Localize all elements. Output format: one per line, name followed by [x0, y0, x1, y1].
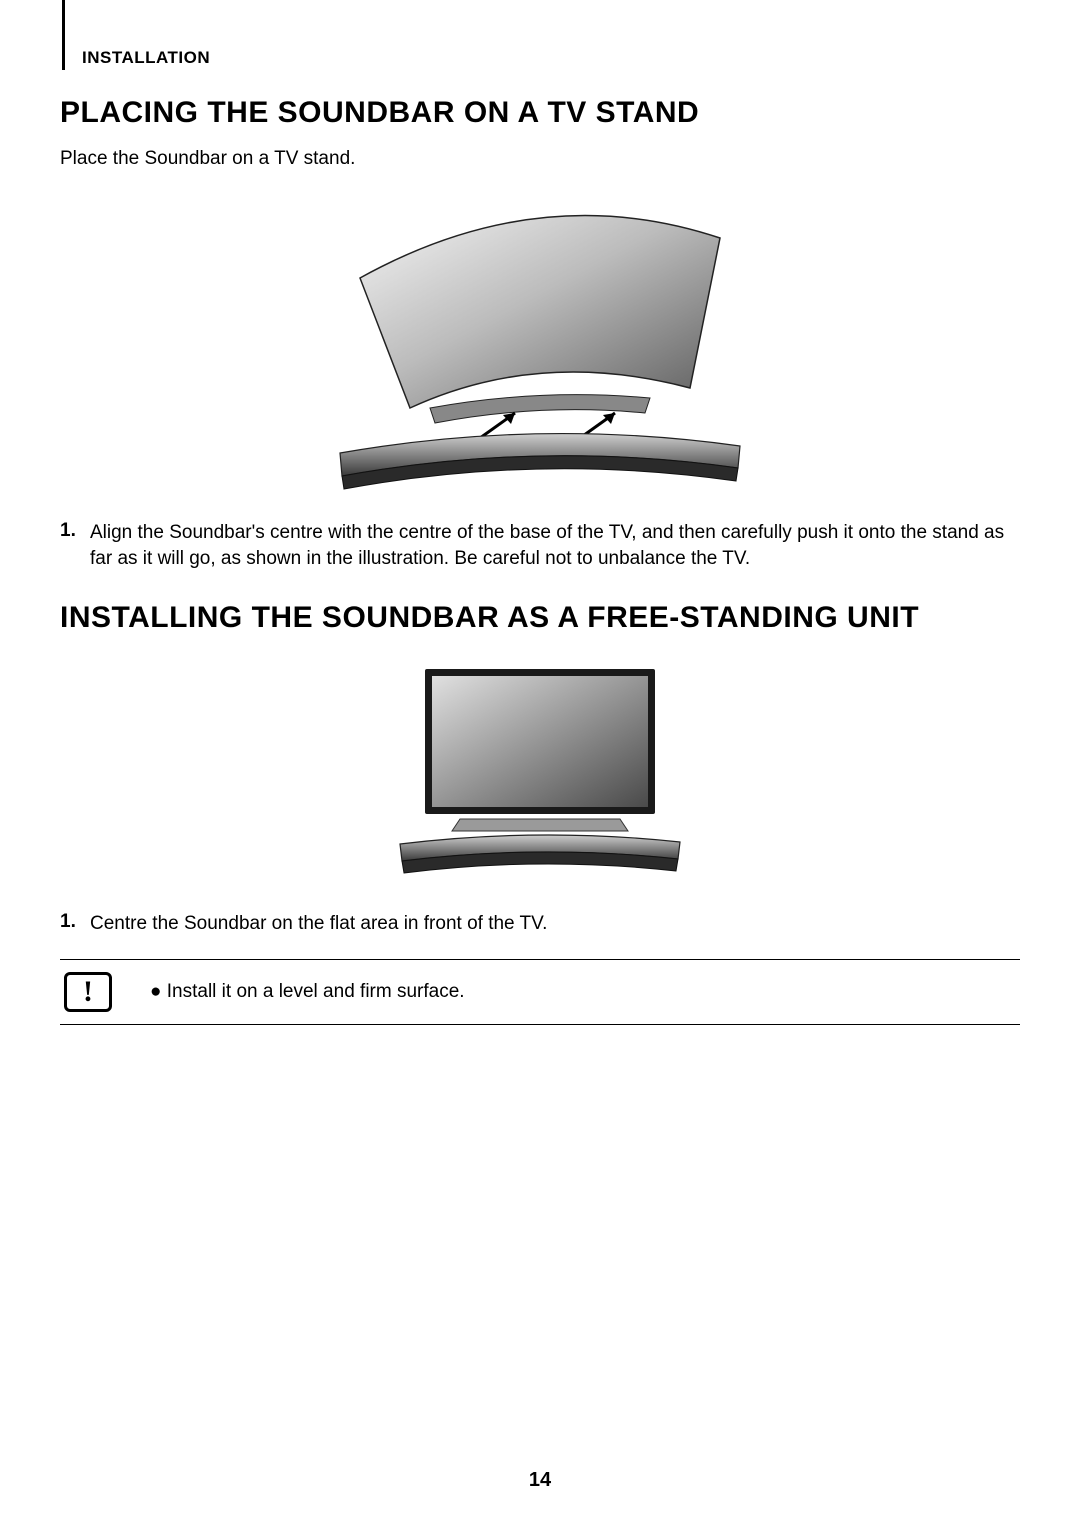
exclamation-icon: !: [83, 977, 93, 1007]
section-label: INSTALLATION: [82, 48, 1020, 68]
step-text: Align the Soundbar's centre with the cen…: [90, 520, 1020, 571]
heading-free-standing: INSTALLING THE SOUNDBAR AS A FREE-STANDI…: [60, 601, 1020, 635]
manual-page: INSTALLATION PLACING THE SOUNDBAR ON A T…: [0, 0, 1080, 1532]
free-standing-illustration: [380, 659, 700, 889]
notice-text: ● Install it on a level and firm surface…: [150, 981, 465, 1003]
caution-icon: !: [64, 972, 112, 1012]
step-number: 1.: [60, 520, 90, 571]
figure-free-standing: [60, 659, 1020, 889]
step-1-tv-stand: 1. Align the Soundbar's centre with the …: [60, 520, 1020, 571]
tv-stand-illustration: [320, 188, 760, 498]
intro-text: Place the Soundbar on a TV stand.: [60, 148, 1020, 170]
page-number: 14: [0, 1469, 1080, 1492]
notice-box: ! ● Install it on a level and firm surfa…: [60, 959, 1020, 1025]
step-1-free-standing: 1. Centre the Soundbar on the flat area …: [60, 911, 1020, 937]
step-text: Centre the Soundbar on the flat area in …: [90, 911, 547, 937]
heading-tv-stand: PLACING THE SOUNDBAR ON A TV STAND: [60, 96, 1020, 130]
figure-tv-stand: [60, 188, 1020, 498]
step-number: 1.: [60, 911, 90, 937]
header-vertical-rule: [62, 0, 65, 70]
